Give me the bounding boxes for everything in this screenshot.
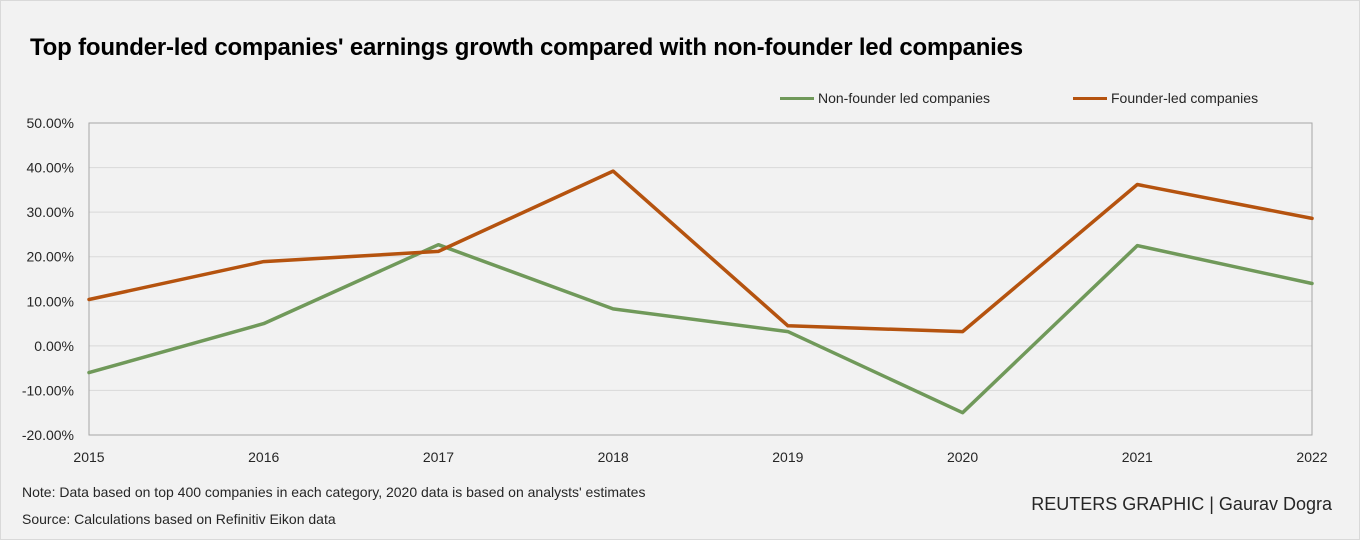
legend-swatch-founder — [1073, 96, 1107, 100]
y-tick-label: -10.00% — [22, 382, 74, 398]
chart-credit: REUTERS GRAPHIC | Gaurav Dogra — [1031, 494, 1332, 514]
y-tick-label: 0.00% — [34, 338, 74, 354]
x-tick-label: 2016 — [248, 449, 279, 465]
y-tick-label: 20.00% — [27, 249, 74, 265]
y-tick-label: 50.00% — [27, 115, 74, 131]
legend-label-founder: Founder-led companies — [1111, 90, 1259, 106]
legend-item-founder: Founder-led companies — [1073, 90, 1258, 106]
x-tick-label: 2021 — [1122, 449, 1153, 465]
legend-label-non-founder: Non-founder led companies — [818, 90, 990, 106]
x-tick-label: 2020 — [947, 449, 978, 465]
x-tick-label: 2019 — [772, 449, 803, 465]
plot-border — [88, 122, 1313, 436]
legend-item-non-founder: Non-founder led companies — [780, 90, 990, 106]
x-tick-label: 2017 — [423, 449, 454, 465]
y-tick-label: 30.00% — [27, 204, 74, 220]
y-tick-label: 40.00% — [27, 160, 74, 176]
plot-area — [89, 123, 1312, 435]
chart-note: Note: Data based on top 400 companies in… — [22, 484, 646, 500]
x-tick-label: 2018 — [598, 449, 629, 465]
series-line-non-founder — [87, 242, 1314, 415]
chart-title: Top founder-led companies' earnings grow… — [30, 34, 1023, 61]
legend: Non-founder led companies Founder-led co… — [0, 90, 1360, 110]
legend-swatch-non-founder — [780, 96, 814, 100]
chart-source: Source: Calculations based on Refinitiv … — [22, 511, 336, 527]
x-tick-label: 2015 — [73, 449, 104, 465]
y-tick-label: -20.00% — [22, 427, 74, 443]
series-line-founder — [87, 169, 1314, 334]
x-tick-label: 2022 — [1296, 449, 1327, 465]
y-tick-label: 10.00% — [27, 293, 74, 309]
